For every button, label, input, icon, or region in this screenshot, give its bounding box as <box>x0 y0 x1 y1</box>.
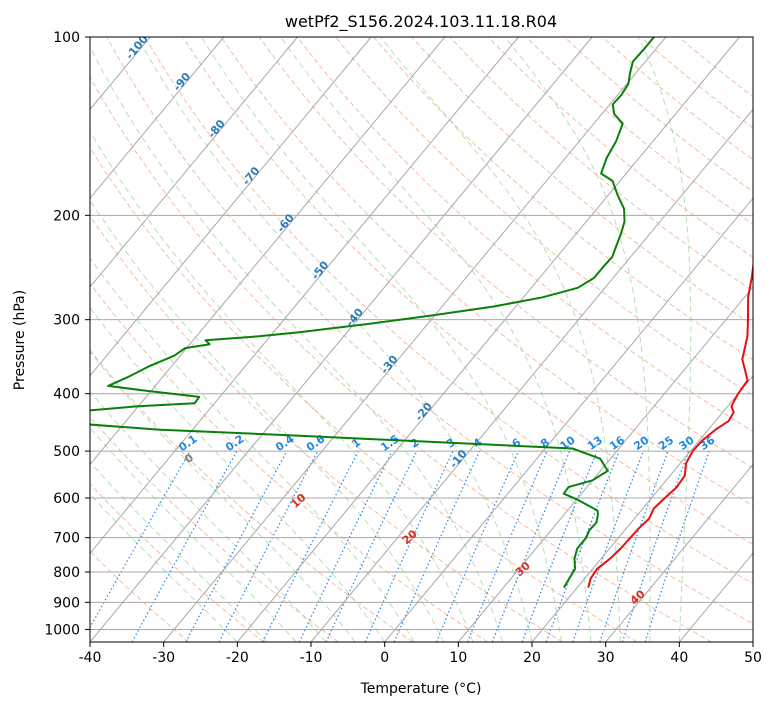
dewpoint-profile-line <box>90 37 655 589</box>
mixing-ratio-line <box>393 450 481 642</box>
isotherm-line <box>90 37 372 377</box>
isotherm-line <box>531 374 753 642</box>
y-tick-label: 700 <box>53 531 80 547</box>
moist-adiabat-line <box>280 37 592 642</box>
isotherm-line <box>457 286 753 642</box>
x-tick-label: 20 <box>523 650 541 666</box>
isotherm-line <box>90 37 298 288</box>
y-axis-ticks: 100 200 300 400 500 600 700 800 900 1000 <box>44 30 90 638</box>
mixing-ratio-line <box>599 450 669 642</box>
y-tick-label: 400 <box>53 387 80 403</box>
x-tick-label: 40 <box>670 650 688 666</box>
dry-adiabat-line <box>258 37 753 469</box>
dry-adiabat-line <box>90 76 712 642</box>
isotherm-line <box>90 37 225 200</box>
dry-adiabat-line <box>182 37 753 545</box>
moist-adiabat-line <box>637 37 692 642</box>
y-tick-label: 500 <box>53 444 80 460</box>
skewed-isotherms <box>90 37 753 642</box>
mixing-ratio-line <box>572 450 644 642</box>
y-axis-label: Pressure (hPa) <box>12 290 28 390</box>
x-tick-label: 50 <box>744 650 762 666</box>
moist-adiabat-line <box>90 493 238 642</box>
mixing-ratio-line <box>521 450 598 642</box>
isotherm-line <box>90 37 446 466</box>
y-tick-label: 600 <box>53 491 80 507</box>
mixing-ratio-line <box>90 450 191 629</box>
moist-adiabat-line <box>380 37 621 642</box>
moist-adiabats <box>90 37 692 642</box>
x-tick-label: -20 <box>226 650 249 666</box>
dry-adiabat-line <box>334 37 753 396</box>
x-tick-label: -30 <box>152 650 175 666</box>
mixing-ratio-line <box>185 450 288 642</box>
moist-adiabat-line <box>90 130 474 642</box>
x-tick-label: 30 <box>597 650 615 666</box>
mixing-ratio-line <box>435 450 519 642</box>
mixing-ratio-line <box>621 450 690 642</box>
moist-adiabat-line <box>504 37 651 642</box>
dry-adiabat-line <box>90 215 563 642</box>
mixing-ratio-line <box>466 450 548 642</box>
moist-adiabat-line <box>90 45 503 642</box>
moist-adiabat-line <box>200 37 562 642</box>
y-tick-label: 1000 <box>44 622 80 638</box>
sounding-profiles <box>90 37 753 589</box>
isotherm-line <box>236 37 740 642</box>
dry-adiabat-line <box>411 37 753 326</box>
moist-adiabat-line <box>90 390 327 642</box>
x-tick-label: -40 <box>79 650 102 666</box>
pressure-gridlines <box>90 37 753 630</box>
x-axis-label: Temperature (°C) <box>360 681 482 697</box>
x-axis-ticks: -40 -30 -20 -10 0 10 20 30 40 50 <box>79 642 762 666</box>
moist-adiabat-line <box>90 257 415 642</box>
y-tick-label: 800 <box>53 565 80 581</box>
isotherm-line <box>310 108 753 642</box>
x-tick-label: 0 <box>380 650 389 666</box>
mixing-ratio-line <box>644 450 710 642</box>
dry-adiabat-line <box>90 416 339 642</box>
mixing-ratio-line <box>262 450 359 642</box>
dry-adiabat-line <box>90 282 488 642</box>
plot-area: -100-90-80-70-60-50-40-30-20-100.1 0.2 0.4… <box>90 37 753 642</box>
dry-adiabat-line <box>373 37 753 361</box>
moist-adiabat-line <box>90 351 356 642</box>
plot-frame <box>89 36 754 643</box>
dry-adiabat-line <box>90 483 264 642</box>
dry-adiabat-line <box>220 37 753 507</box>
moist-adiabat-line <box>137 37 533 642</box>
y-tick-label: 900 <box>53 595 80 611</box>
isotherm-line <box>90 37 593 642</box>
isotherm-line <box>90 37 519 555</box>
temperature-profile-line <box>587 259 753 588</box>
moist-adiabat-line <box>90 307 386 642</box>
dry-adiabat-line <box>90 146 638 642</box>
chart-title: wetPf2_S156.2024.103.11.18.R04 <box>285 12 557 32</box>
isotherm-line <box>163 37 667 642</box>
y-tick-label: 100 <box>53 30 80 46</box>
y-tick-label: 200 <box>53 208 80 224</box>
isotherm-line <box>605 463 753 642</box>
x-tick-label: -10 <box>300 650 323 666</box>
dry-adiabat-line <box>144 37 753 585</box>
isotherm-line <box>384 197 753 642</box>
mixing-ratio-line <box>545 450 620 642</box>
y-tick-label: 300 <box>53 313 80 329</box>
dry-adiabat-line <box>90 550 190 642</box>
x-tick-label: 10 <box>449 650 467 666</box>
